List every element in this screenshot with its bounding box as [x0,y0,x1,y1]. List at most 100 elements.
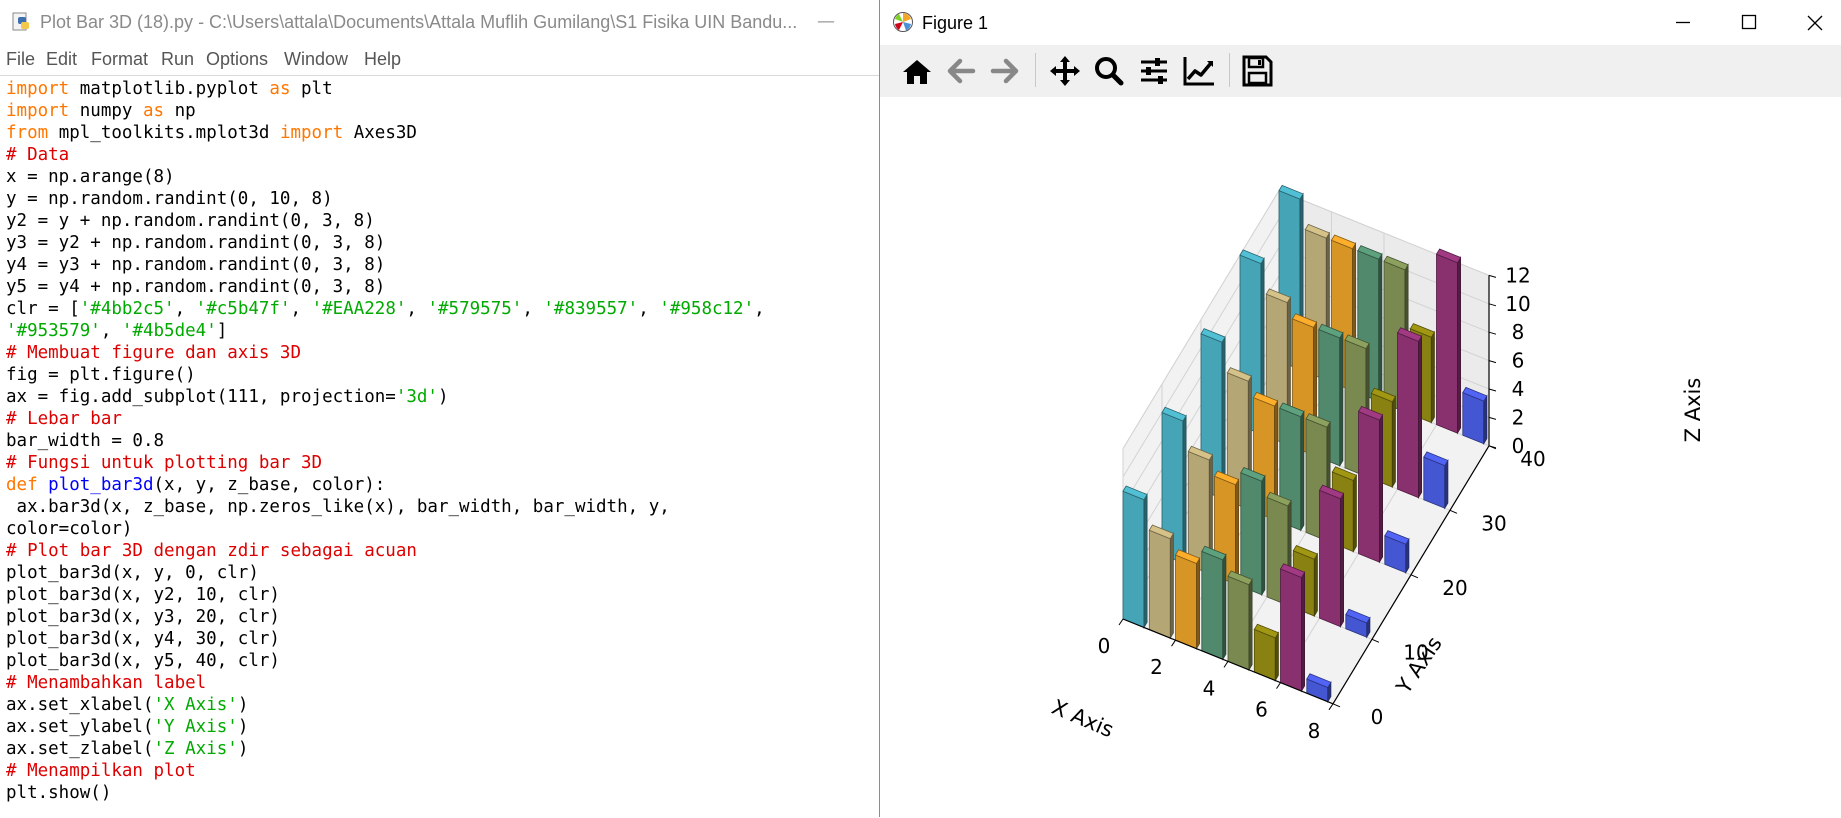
code-token: ) [237,739,249,759]
code-token: 'Z Axis' [153,739,238,759]
code-token: y = np.random.randint(0, 10, 8) [6,189,333,209]
code-token: '#c5b47f' [195,299,291,319]
x-tick-label: 6 [1255,698,1268,722]
x-axis-label: X Axis [1048,695,1117,742]
home-icon[interactable] [898,53,936,89]
maximize-icon[interactable] [1726,0,1772,45]
code-token: plot_bar3d(x, y3, 20, clr) [6,607,280,627]
menu-file[interactable]: File [6,49,36,69]
bar-top-face [1306,673,1332,688]
code-token: plt [290,79,333,99]
pan-icon[interactable] [1046,53,1084,89]
z-tick-label: 8 [1512,320,1525,344]
save-icon[interactable] [1238,53,1276,89]
code-editor[interactable]: import matplotlib.pyplot as plt import nu… [0,75,880,818]
menu-edit[interactable]: Edit [46,49,78,69]
toolbar-separator [1035,53,1036,87]
back-arrow-icon[interactable] [942,53,980,89]
bar [1423,451,1449,510]
x-tick-label: 4 [1203,676,1216,700]
z-tick-mark [1488,274,1497,278]
code-line: from mpl_toolkits.mplot3d import Axes3D [6,122,765,144]
bar [1357,405,1384,564]
bar-top-face [1279,402,1305,418]
bar [1174,549,1201,651]
bar-front-face [1462,392,1485,445]
close-icon[interactable] [1792,0,1838,45]
code-token: '#953579' [6,321,101,341]
bar-top-face [1345,608,1371,624]
zoom-icon[interactable] [1090,53,1128,89]
figure-toolbar [880,45,1841,97]
bar-top-face [1357,405,1384,421]
code-line: bar_width = 0.8 [6,430,765,452]
code-line: # Menampilkan plot [6,760,765,782]
code-token: as [142,101,165,121]
z-tick-label: 10 [1505,292,1530,316]
code-token: np [164,101,196,121]
editor-minimize-button[interactable]: — [817,11,835,32]
bar-side-face [1379,413,1384,564]
menu-help[interactable]: Help [364,49,402,69]
figure-canvas[interactable]: 0 2 4 6 8 0 10 20 30 40 0 2 4 6 8 10 12 X Axis Y Axis Z Axi… [880,97,1841,817]
bar-top-face [1252,391,1279,407]
bar-side-face [1222,553,1227,661]
bar [1345,608,1371,639]
y-tick-mark [1371,638,1380,643]
code-line: y = np.random.randint(0, 10, 8) [6,188,765,210]
bar [1253,623,1279,682]
forward-arrow-icon[interactable] [986,53,1024,89]
bar-side-face [1430,330,1435,424]
code-line: plot_bar3d(x, y3, 20, clr) [6,606,765,628]
code-token: '#839557' [543,299,639,319]
code-line: color=color) [6,518,765,540]
bar-side-face [1248,578,1253,672]
code-token: , [754,299,765,319]
code-token: ) [437,387,449,407]
minimize-icon[interactable] [1660,0,1706,45]
bar-top-face [1462,386,1488,402]
bar-side-face [1339,331,1344,468]
code-line: import matplotlib.pyplot as plt [6,78,765,100]
bar-top-face [1435,248,1462,264]
code-token: plot_bar3d(x, y2, 10, clr) [6,585,280,605]
bar-top-face [1409,323,1435,338]
menu-options[interactable]: Options [206,49,269,69]
bar [1122,485,1148,629]
code-token: from [6,123,49,143]
edit-axes-icon[interactable] [1180,53,1218,89]
x-tick-mark [1328,703,1334,711]
editor-menubar: File Edit Format Run Options Window Help [0,45,880,75]
code-line: # Menambahkan label [6,672,765,694]
z-tick-label: 2 [1512,405,1525,429]
code-token: mpl_toolkits.mplot3d [48,123,280,143]
code-line: # Data [6,144,765,166]
code-line: plt.show() [6,782,765,804]
bar-top-face [1318,484,1345,500]
figure-title: Figure 1 [922,13,989,33]
z-tick-mark [1488,331,1497,335]
bar-side-face [1274,631,1279,682]
code-token: ax.bar3d(x, z_base, np.zeros_like(x), ba… [6,497,670,517]
bar-top-face [1253,623,1279,639]
code-token: '#EAA228' [311,299,407,319]
code-line: x = np.arange(8) [6,166,765,188]
configure-subplots-icon[interactable] [1135,53,1173,89]
menu-window[interactable]: Window [284,49,349,69]
figure-titlebar[interactable]: Figure 1 [880,0,1841,45]
code-line: y4 = y3 + np.random.randint(0, 3, 8) [6,254,765,276]
code-token: '#4b5de4' [121,321,217,341]
menu-format[interactable]: Format [91,49,149,69]
code-token: # Fungsi untuk plotting bar 3D [6,453,323,473]
bar-top-face [1291,313,1318,328]
bar-side-face [1196,556,1201,651]
code-line: # Lebar bar [6,408,765,430]
bar [1279,563,1306,693]
bar-top-face [1396,327,1423,342]
code-token: matplotlib.pyplot [69,79,270,99]
editor-titlebar[interactable]: Plot Bar 3D (18).py - C:\Users\attala\Do… [0,0,880,45]
bar-top-face [1148,524,1174,540]
menu-run[interactable]: Run [161,49,195,69]
code-token: plot_bar3d(x, y5, 40, clr) [6,651,280,671]
